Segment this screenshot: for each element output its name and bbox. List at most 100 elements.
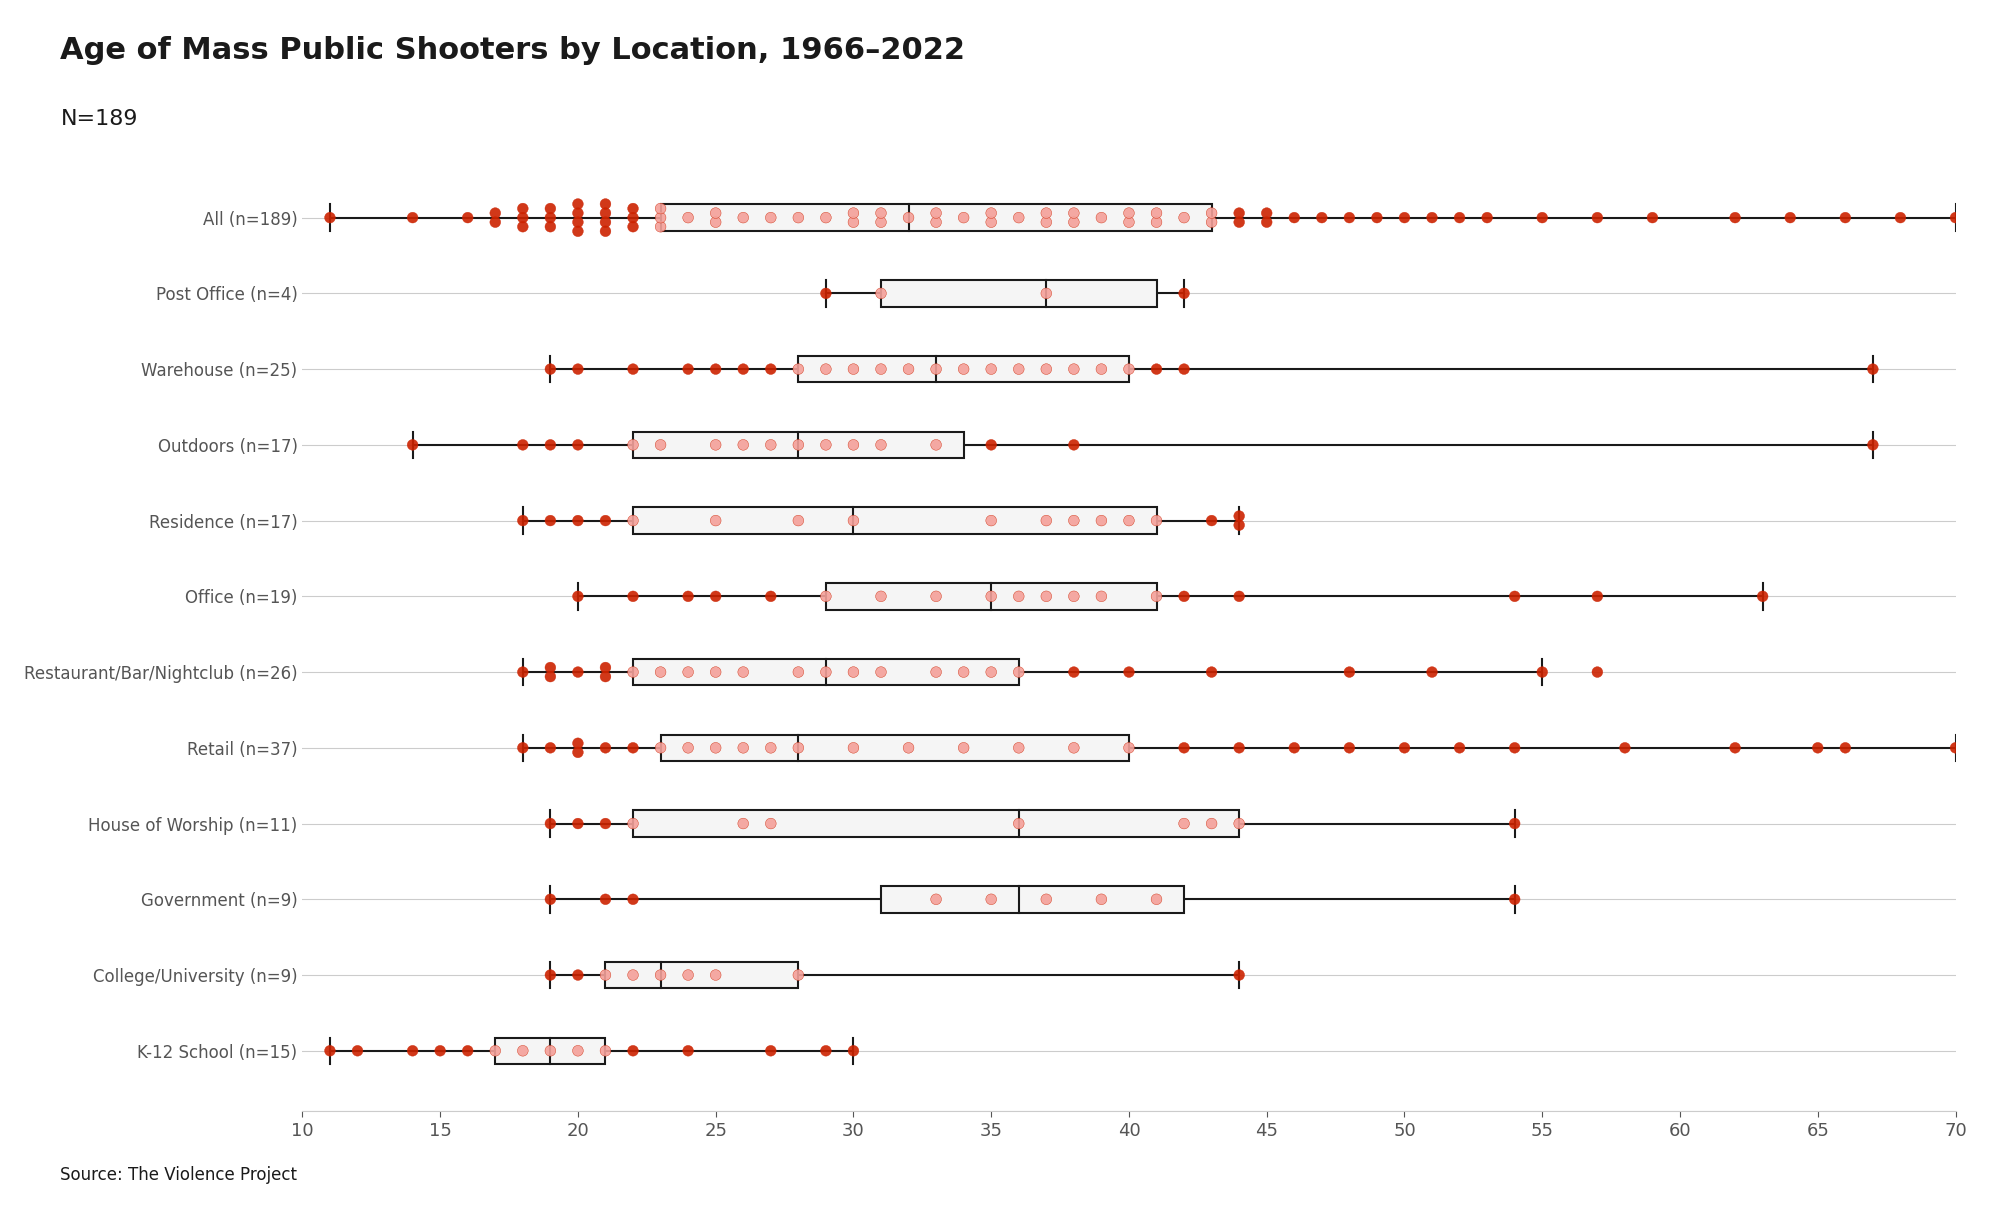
FancyBboxPatch shape xyxy=(496,1038,605,1064)
Point xyxy=(480,213,512,232)
Point xyxy=(782,435,814,454)
Point xyxy=(865,284,897,303)
Point xyxy=(1278,738,1310,757)
Point xyxy=(589,667,621,686)
Point xyxy=(1498,814,1530,834)
Point xyxy=(1939,208,1972,227)
Point xyxy=(562,203,595,222)
Point xyxy=(617,511,649,530)
Point xyxy=(976,587,1008,606)
Point xyxy=(728,662,760,681)
Point xyxy=(948,662,980,681)
Point xyxy=(534,435,566,454)
Point xyxy=(671,360,704,379)
Point xyxy=(782,965,814,985)
Point xyxy=(671,738,704,757)
Point xyxy=(562,733,595,753)
Point xyxy=(1113,203,1145,222)
Point xyxy=(782,208,814,227)
Point xyxy=(589,965,621,985)
Point xyxy=(589,814,621,834)
Point xyxy=(948,208,980,227)
Point xyxy=(1141,889,1173,908)
Point xyxy=(1389,738,1421,757)
Point xyxy=(1443,738,1476,757)
Point xyxy=(976,511,1008,530)
FancyBboxPatch shape xyxy=(661,204,1212,231)
Point xyxy=(1058,662,1091,681)
Point xyxy=(506,738,538,757)
Point xyxy=(1746,587,1778,606)
Point xyxy=(700,360,732,379)
Point xyxy=(919,213,952,232)
Point xyxy=(837,435,869,454)
Point xyxy=(1002,662,1034,681)
Point xyxy=(1774,208,1806,227)
Point xyxy=(562,194,595,214)
Point xyxy=(1002,208,1034,227)
Point xyxy=(1167,738,1200,757)
Point xyxy=(341,1041,373,1061)
Point xyxy=(976,435,1008,454)
Point xyxy=(534,199,566,219)
Point xyxy=(919,360,952,379)
Point xyxy=(534,208,566,227)
Point xyxy=(617,199,649,219)
Point xyxy=(1526,208,1558,227)
Point xyxy=(1002,587,1034,606)
Point xyxy=(534,658,566,678)
Point xyxy=(700,213,732,232)
Point xyxy=(397,435,429,454)
Point xyxy=(617,1041,649,1061)
Point xyxy=(1581,587,1613,606)
Point xyxy=(1526,662,1558,681)
Text: Age of Mass Public Shooters by Location, 1966–2022: Age of Mass Public Shooters by Location,… xyxy=(60,36,966,65)
Point xyxy=(671,965,704,985)
Point xyxy=(1720,738,1752,757)
Point xyxy=(1224,965,1256,985)
FancyBboxPatch shape xyxy=(605,962,798,988)
Point xyxy=(534,965,566,985)
Point xyxy=(1141,213,1173,232)
Point xyxy=(534,738,566,757)
Point xyxy=(782,738,814,757)
Point xyxy=(1498,889,1530,908)
Point xyxy=(837,213,869,232)
FancyBboxPatch shape xyxy=(881,885,1183,912)
Point xyxy=(645,738,677,757)
Point xyxy=(782,360,814,379)
Point xyxy=(976,889,1008,908)
Point xyxy=(1609,738,1641,757)
Point xyxy=(671,1041,704,1061)
Point xyxy=(1167,208,1200,227)
Point xyxy=(1085,208,1117,227)
Point xyxy=(754,208,786,227)
Point xyxy=(617,217,649,237)
Point xyxy=(754,1041,786,1061)
Point xyxy=(1250,213,1282,232)
FancyBboxPatch shape xyxy=(633,507,1157,534)
Point xyxy=(1058,587,1091,606)
Point xyxy=(589,511,621,530)
Point xyxy=(1361,208,1393,227)
Point xyxy=(1306,208,1339,227)
Point xyxy=(1085,587,1117,606)
FancyBboxPatch shape xyxy=(661,734,1129,761)
Point xyxy=(506,435,538,454)
Point xyxy=(1195,662,1228,681)
Point xyxy=(480,1041,512,1061)
Point xyxy=(837,1041,869,1061)
Point xyxy=(397,208,429,227)
Point xyxy=(617,738,649,757)
Point xyxy=(589,203,621,222)
Point xyxy=(728,814,760,834)
Point xyxy=(893,208,925,227)
FancyBboxPatch shape xyxy=(633,658,1018,685)
Point xyxy=(1030,889,1062,908)
Point xyxy=(1113,662,1145,681)
Point xyxy=(645,965,677,985)
Point xyxy=(700,511,732,530)
Point xyxy=(1141,587,1173,606)
Point xyxy=(589,194,621,214)
Point xyxy=(1637,208,1669,227)
